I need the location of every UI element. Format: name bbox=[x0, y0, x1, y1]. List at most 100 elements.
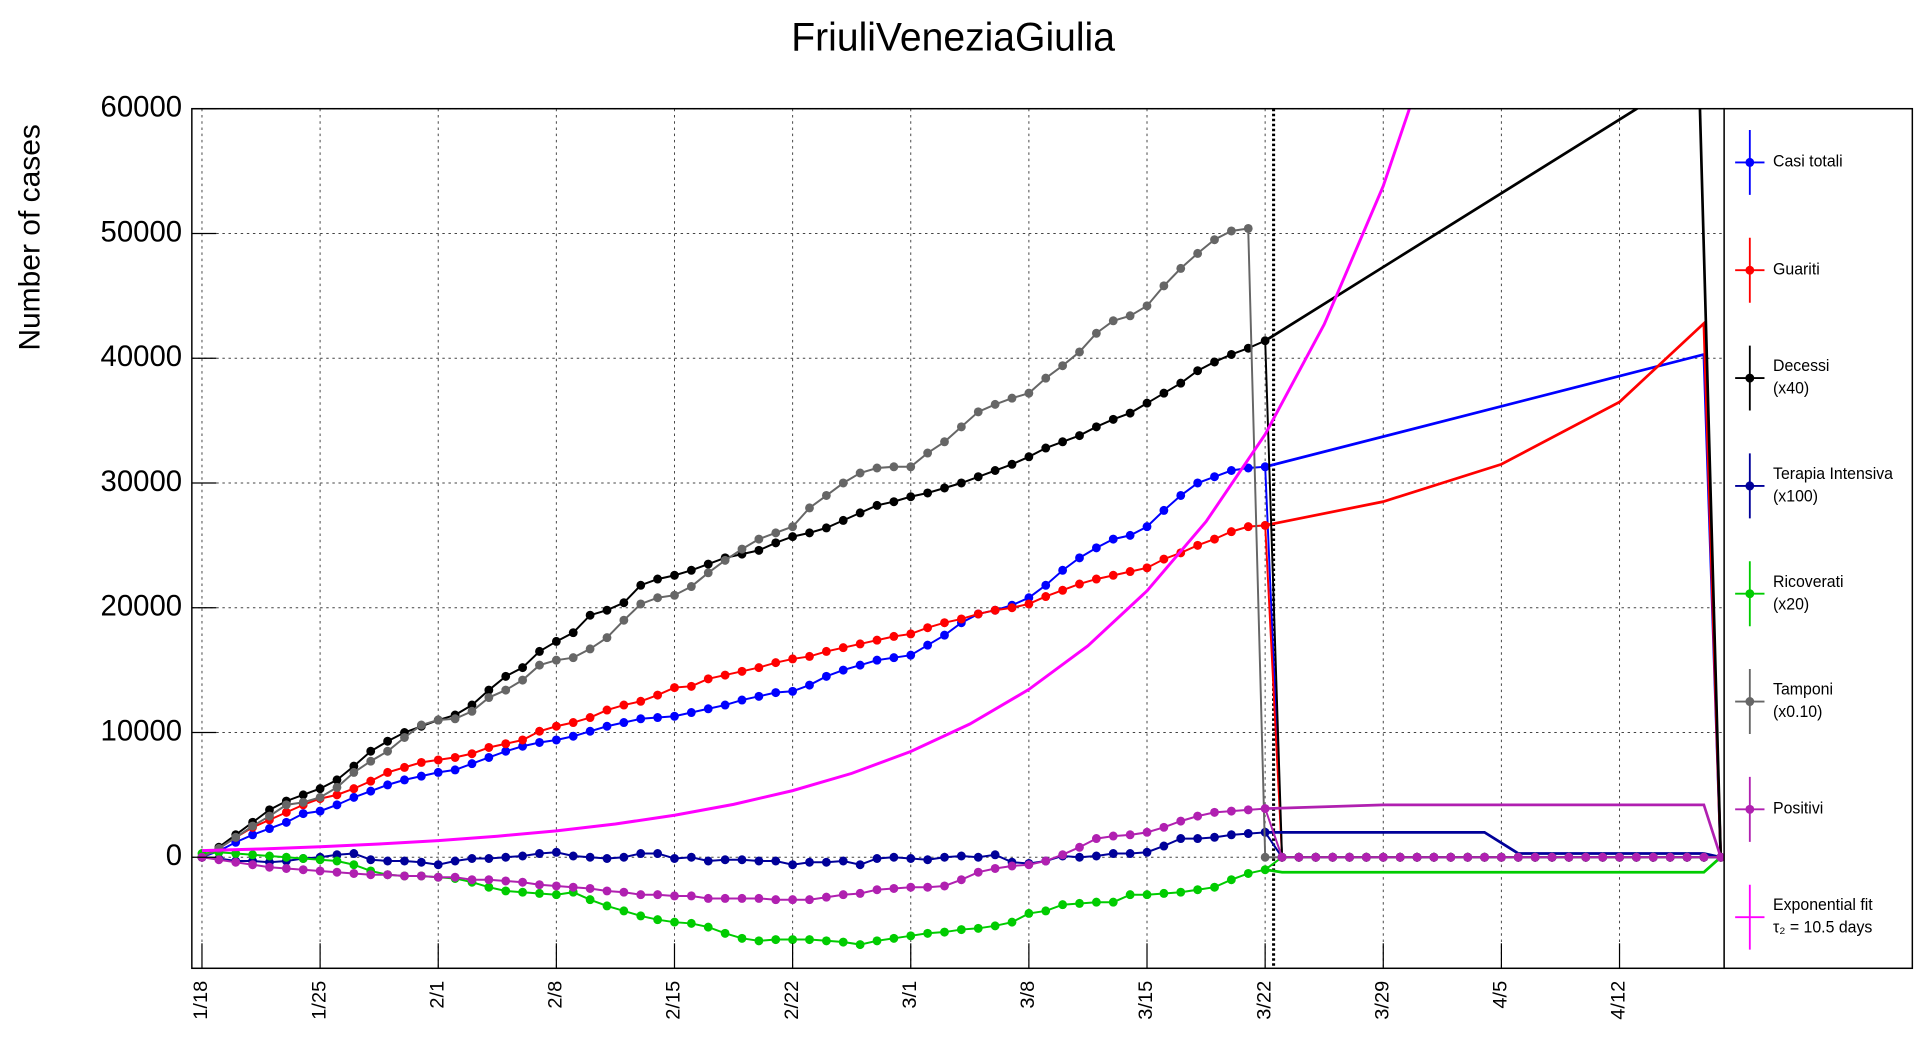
data-point bbox=[771, 895, 781, 905]
data-point bbox=[855, 639, 865, 649]
data-point bbox=[940, 630, 949, 640]
y-tick-label: 10000 bbox=[101, 714, 183, 747]
data-point bbox=[973, 609, 983, 619]
data-point bbox=[551, 636, 561, 646]
data-point bbox=[923, 623, 933, 633]
data-point bbox=[1024, 908, 1034, 918]
legend-label: Terapia Intensiva bbox=[1773, 465, 1893, 483]
data-point bbox=[1210, 357, 1219, 367]
data-point bbox=[501, 685, 511, 695]
data-point bbox=[349, 761, 359, 771]
legend-item: Decessi (x40) bbox=[1735, 345, 1829, 411]
data-point bbox=[501, 746, 511, 756]
legend-item: Exponential fit τ₂ = 10.5 days bbox=[1735, 884, 1873, 950]
data-point bbox=[821, 646, 831, 656]
data-point bbox=[889, 462, 899, 472]
data-point bbox=[653, 593, 663, 603]
data-point bbox=[450, 872, 460, 882]
y-tick-label: 40000 bbox=[101, 340, 183, 373]
data-point bbox=[990, 850, 1000, 860]
data-point bbox=[1226, 226, 1236, 236]
data-point bbox=[467, 875, 477, 885]
legend-label: (x0.10) bbox=[1773, 703, 1822, 721]
data-point bbox=[551, 655, 561, 665]
data-point bbox=[906, 931, 916, 941]
data-point bbox=[298, 854, 308, 863]
data-point bbox=[990, 863, 1000, 873]
data-point bbox=[1260, 865, 1270, 875]
data-point bbox=[231, 832, 241, 842]
data-point bbox=[838, 890, 848, 900]
x-tick-label: 1/18 bbox=[190, 981, 212, 1020]
data-point bbox=[889, 852, 899, 862]
data-point bbox=[231, 849, 241, 859]
data-point bbox=[872, 635, 882, 645]
data-point bbox=[872, 936, 882, 946]
data-point bbox=[1294, 852, 1304, 862]
data-point bbox=[1615, 852, 1624, 862]
data-point bbox=[1108, 414, 1118, 424]
data-point bbox=[686, 565, 696, 575]
x-tick-label: 2/1 bbox=[427, 981, 449, 1009]
data-point bbox=[467, 700, 477, 710]
data-point bbox=[686, 918, 696, 928]
data-point bbox=[1142, 398, 1152, 408]
data-point bbox=[1091, 897, 1101, 907]
data-point bbox=[1665, 852, 1675, 862]
data-point bbox=[1058, 361, 1068, 371]
legend-swatch bbox=[1745, 157, 1755, 167]
data-point bbox=[332, 856, 342, 866]
data-point bbox=[383, 767, 393, 777]
legend-swatch bbox=[1745, 373, 1755, 383]
data-point bbox=[1091, 851, 1101, 861]
data-point bbox=[771, 528, 781, 538]
data-point bbox=[872, 463, 882, 473]
data-point bbox=[1193, 248, 1203, 258]
data-point bbox=[636, 890, 646, 900]
data-point bbox=[703, 893, 713, 903]
data-point bbox=[315, 792, 325, 802]
data-point bbox=[1699, 852, 1709, 862]
x-tick-label: 3/29 bbox=[1372, 981, 1394, 1020]
data-point bbox=[1024, 599, 1034, 609]
data-point bbox=[1108, 534, 1118, 544]
legend-label: Exponential fit bbox=[1773, 896, 1873, 914]
data-point bbox=[568, 628, 578, 638]
data-point bbox=[1075, 579, 1084, 589]
data-point bbox=[585, 883, 595, 893]
data-point bbox=[467, 706, 477, 716]
data-point bbox=[1210, 472, 1219, 482]
data-point bbox=[602, 605, 612, 615]
data-point bbox=[720, 700, 730, 710]
data-point bbox=[720, 670, 730, 680]
data-point bbox=[1193, 811, 1203, 821]
data-point bbox=[973, 852, 983, 862]
data-point bbox=[1361, 852, 1371, 862]
data-point bbox=[906, 492, 916, 502]
data-point bbox=[619, 615, 629, 625]
data-point bbox=[956, 478, 966, 488]
data-point bbox=[720, 928, 730, 938]
data-point bbox=[1125, 311, 1135, 321]
data-point bbox=[703, 568, 713, 578]
data-point bbox=[1530, 852, 1540, 862]
data-point bbox=[653, 574, 663, 584]
legend-label: τ₂ = 10.5 days bbox=[1773, 919, 1872, 937]
data-point bbox=[670, 570, 679, 580]
legend-item: Tamponi (x0.10) bbox=[1735, 669, 1833, 735]
x-tick-label: 3/8 bbox=[1017, 981, 1039, 1009]
data-point bbox=[433, 872, 443, 882]
x-tick-label: 3/22 bbox=[1253, 981, 1275, 1020]
data-point bbox=[551, 847, 561, 857]
data-point bbox=[1193, 834, 1203, 844]
data-point bbox=[923, 882, 933, 892]
data-point bbox=[383, 856, 393, 866]
data-point bbox=[1007, 861, 1017, 871]
data-point bbox=[1260, 804, 1270, 814]
data-point bbox=[872, 655, 882, 665]
data-point bbox=[855, 888, 865, 898]
data-point bbox=[551, 881, 561, 891]
data-point bbox=[956, 925, 966, 935]
data-point bbox=[1513, 852, 1523, 862]
x-tick-label: 3/15 bbox=[1135, 981, 1157, 1020]
